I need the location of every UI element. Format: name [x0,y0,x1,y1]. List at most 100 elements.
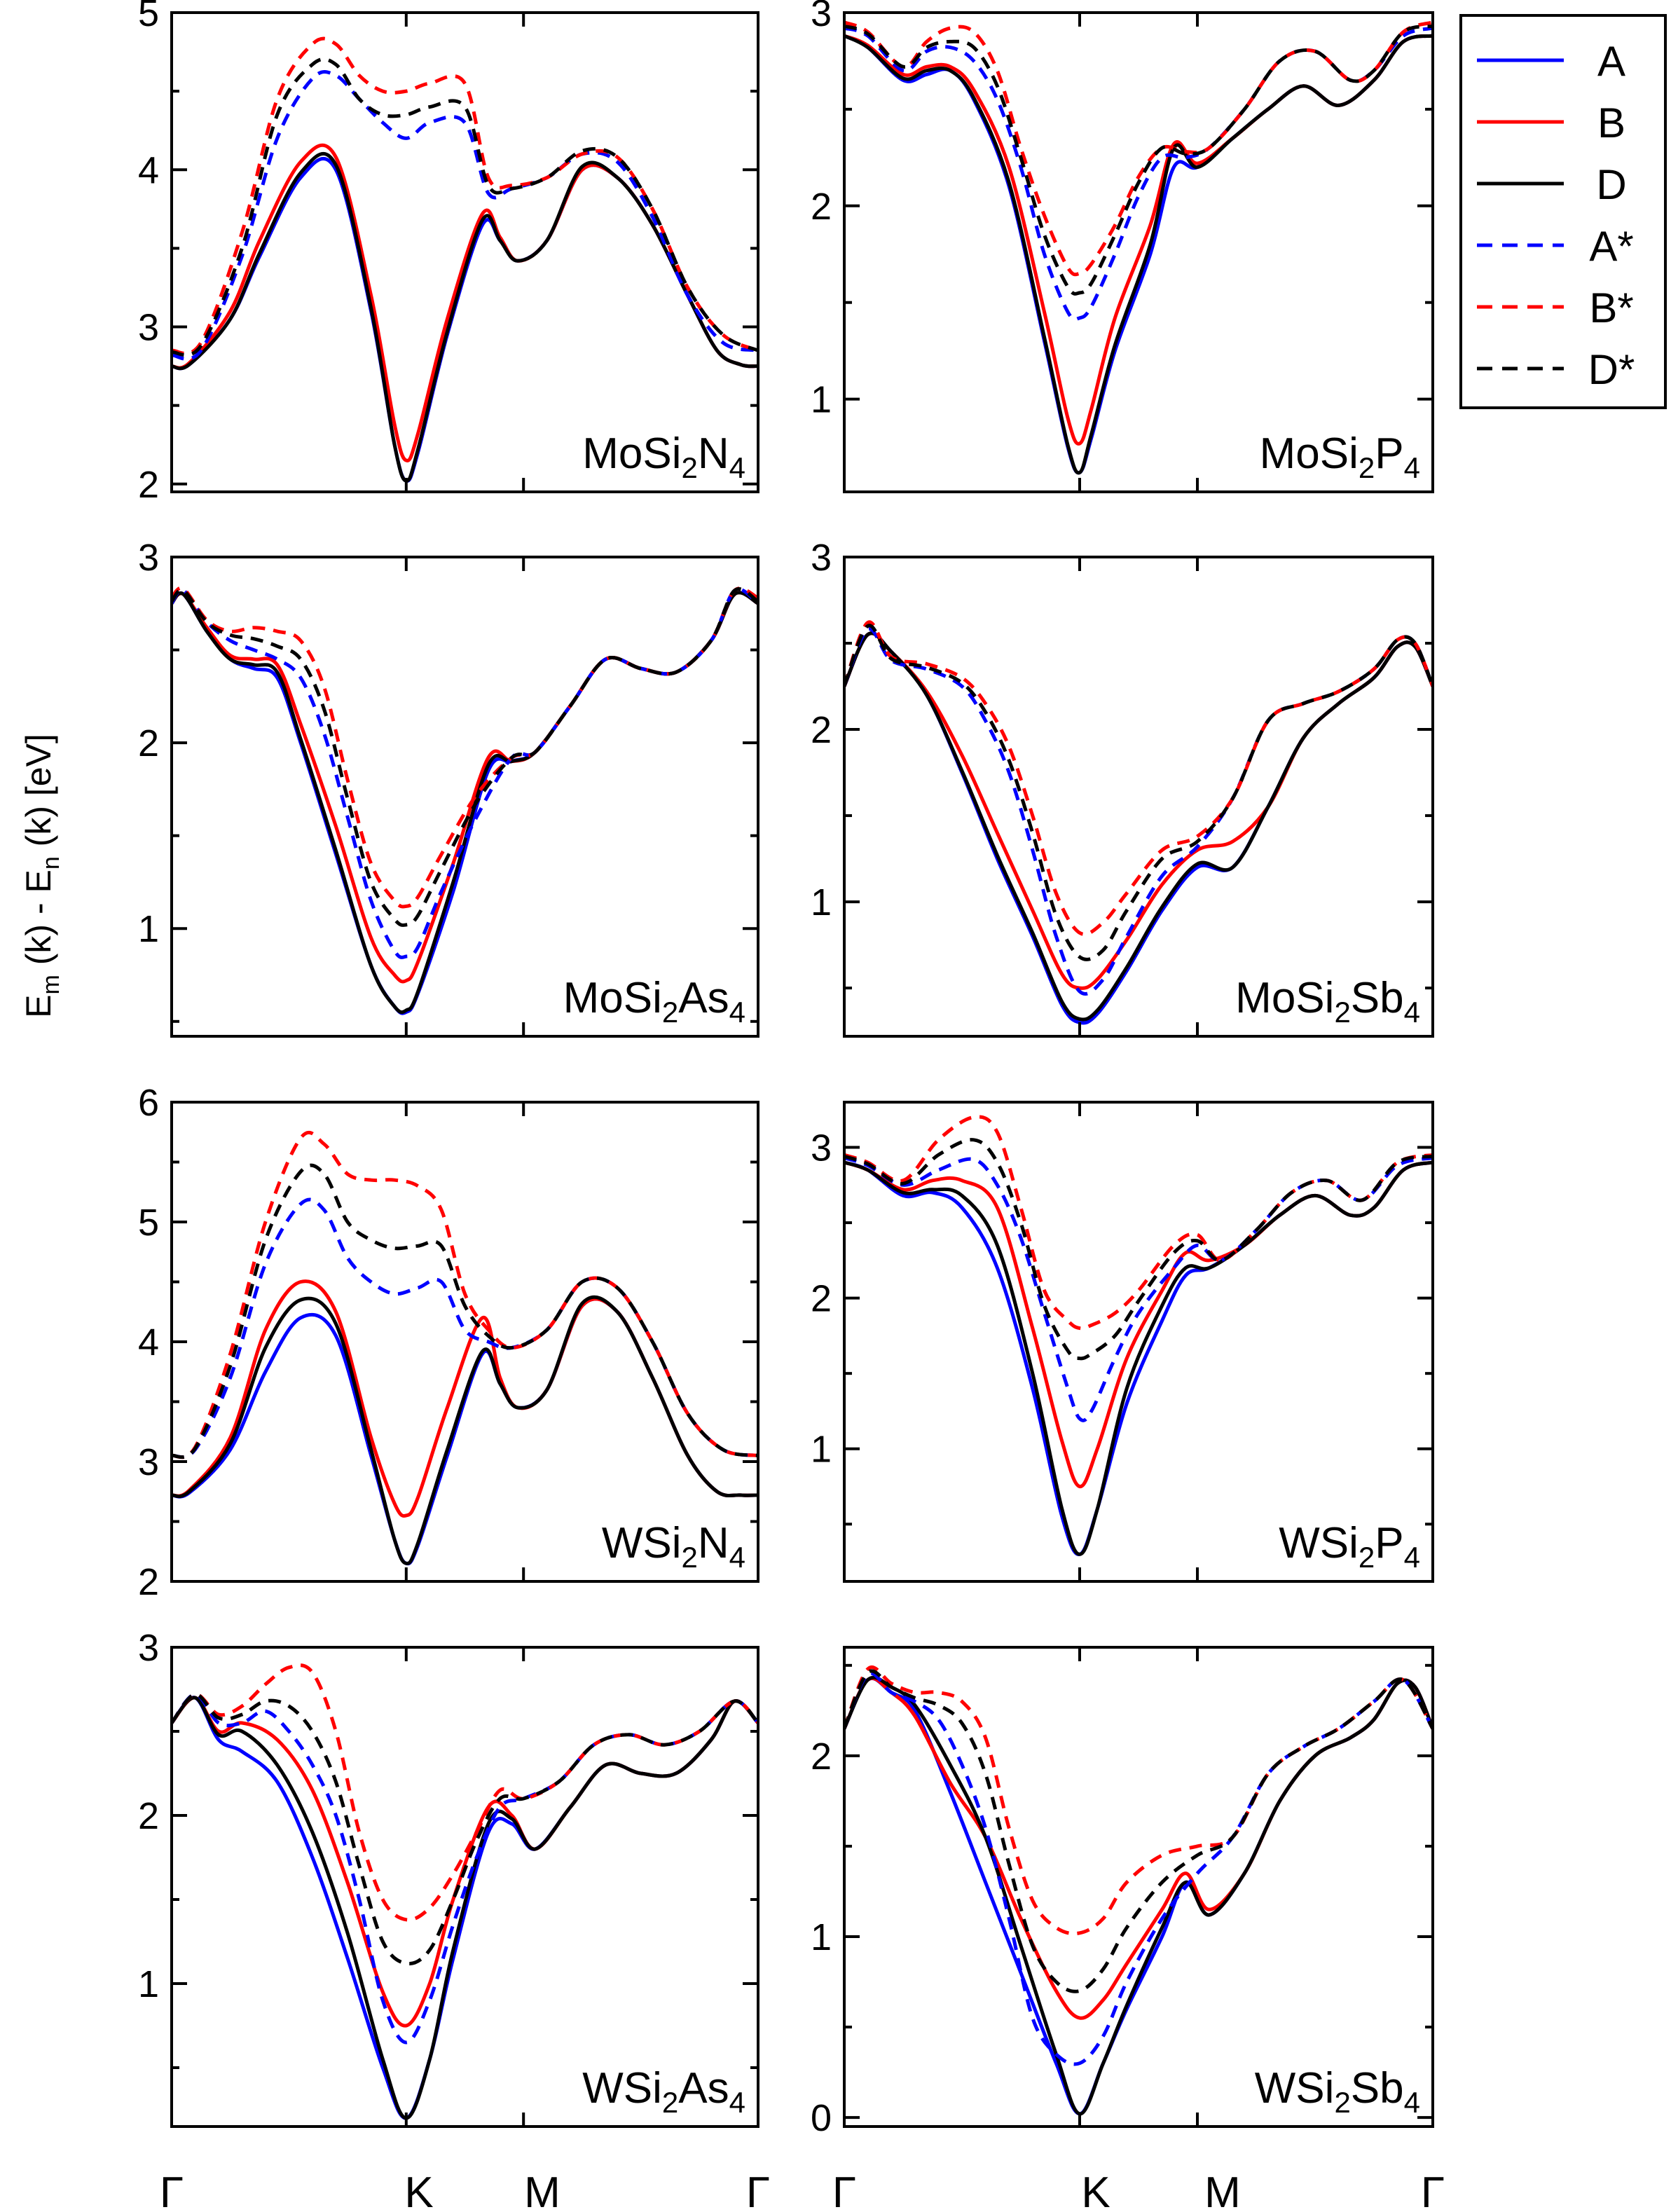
xtick-k-left: K [404,2169,433,2212]
series-a-star-mosi2n4 [172,70,758,361]
xtick-gamma-left-1: Γ [160,2169,184,2212]
panel-label-part-1-wsi2as4: 2 [662,2086,678,2119]
series-b-wsi2sb4 [844,1676,1433,2020]
series-b-mosi2as4 [172,591,758,984]
ytick-label-4-wsi2n4: 4 [138,1321,159,1363]
xtick-m-right: M [1204,2169,1241,2212]
ytick-label-3-mosi2as4: 3 [138,537,159,579]
panel-label-part-1-wsi2p4: 2 [1359,1541,1375,1574]
legend-label-b: B [1597,99,1625,146]
legend-frame [1459,14,1667,409]
panel-label-part-0-mosi2p4: MoSi [1260,430,1359,478]
xtick-gamma-right-2: Γ [1421,2169,1445,2212]
curves-mosi2sb4 [844,620,1433,1025]
ytick-label-1-wsi2p4: 1 [811,1429,832,1471]
series-d-star-mosi2p4 [844,24,1433,296]
ytick-label-2-mosi2p4: 2 [811,186,832,228]
series-d-star-wsi2n4 [172,1163,758,1459]
ytick-label-1-mosi2p4: 1 [811,379,832,421]
xtick-gamma-left-2: Γ [746,2169,770,2212]
curves-wsi2sb4 [844,1665,1433,2116]
panel-label-part-1-mosi2p4: 2 [1359,451,1375,484]
panel-mosi2p4: 1 2 3 MoSi2P4 [811,0,1434,493]
panel-label-wsi2sb4: WSi2Sb4 [1255,2064,1420,2119]
frame-wsi2p4 [843,1101,1434,1583]
ytick-label-2-wsi2as4: 2 [138,1795,159,1837]
ytick-label-2-wsi2sb4: 2 [811,1736,832,1778]
panel-label-part-3-mosi2as4: 4 [729,996,745,1029]
curves-wsi2as4 [172,1663,758,2120]
series-a-star-mosi2as4 [172,587,758,959]
panel-label-part-3-wsi2p4: 4 [1404,1541,1420,1574]
panel-label-part-0-wsi2p4: WSi [1279,1519,1359,1567]
panel-label-part-2-mosi2sb4: Sb [1351,974,1404,1022]
ytick-label-3-mosi2sb4: 3 [811,537,832,579]
panel-label-mosi2sb4: MoSi2Sb4 [1235,974,1420,1029]
panel-label-wsi2p4: WSi2P4 [1279,1519,1420,1574]
x-tick-labels: Γ K M Γ Γ K M Γ [160,2169,1445,2212]
panel-label-part-1-mosi2as4: 2 [662,996,678,1029]
xtick-k-right: K [1081,2169,1110,2212]
ytick-label-0-wsi2sb4: 0 [811,2097,832,2139]
panel-label-part-1-wsi2sb4: 2 [1334,2086,1350,2119]
ytick-label-1-wsi2sb4: 1 [811,1916,832,1958]
ytick-label-5-mosi2n4: 5 [138,0,159,34]
ytick-label-3-wsi2n4: 3 [138,1441,159,1483]
ytick-label-2-wsi2p4: 2 [811,1278,832,1320]
frame-mosi2p4 [843,11,1434,493]
panel-label-part-0-wsi2n4: WSi [602,1519,682,1567]
series-d-wsi2p4 [844,1160,1433,1556]
panel-label-wsi2n4: WSi2N4 [602,1519,745,1574]
panel-label-part-0-wsi2as4: WSi [582,2064,662,2113]
series-d-star-mosi2sb4 [844,624,1433,961]
ylabel-sub-n: n [38,856,64,870]
series-a-star-mosi2sb4 [844,627,1433,996]
ylabel-middle: (k) - E [19,870,58,975]
ylabel-sub-m: m [38,975,64,994]
series-b-star-wsi2as4 [172,1663,758,1922]
panel-label-part-2-wsi2as4: As [678,2064,729,2113]
frame-mosi2as4 [170,556,759,1038]
series-d-wsi2as4 [172,1696,758,2120]
legend-items: ABD A* B* D* [1477,38,1635,393]
series-d-mosi2p4 [844,34,1433,475]
panel-label-part-0-wsi2sb4: WSi [1255,2064,1335,2113]
legend-label-d: D [1596,161,1626,208]
panel-label-part-0-mosi2sb4: MoSi [1235,974,1334,1022]
curves-wsi2p4 [844,1115,1433,1556]
ytick-label-2-mosi2sb4: 2 [811,709,832,751]
curves-mosi2as4 [172,586,758,1015]
legend-label-d-star: D* [1588,346,1635,393]
series-b-mosi2p4 [844,34,1433,446]
panel-label-part-3-wsi2n4: 4 [729,1541,745,1574]
panel-label-mosi2p4: MoSi2P4 [1260,430,1420,484]
panel-label-part-1-wsi2n4: 2 [682,1541,698,1574]
ytick-label-4-mosi2n4: 4 [138,149,159,191]
series-d-star-wsi2as4 [172,1692,758,1966]
ytick-label-2-wsi2n4: 2 [138,1561,159,1603]
xtick-gamma-right-1: Γ [832,2169,856,2212]
panel-label-mosi2n4: MoSi2N4 [582,430,745,484]
ytick-label-3-wsi2p4: 3 [811,1127,832,1169]
ytick-label-5-wsi2n4: 5 [138,1202,159,1244]
legend: ABD A* B* D* [1459,14,1667,409]
panel-label-part-2-mosi2n4: N [698,430,729,478]
frame-mosi2sb4 [843,556,1434,1038]
panel-label-part-3-mosi2sb4: 4 [1404,996,1420,1029]
ytick-label-3-wsi2as4: 3 [138,1627,159,1669]
series-b-star-mosi2sb4 [844,620,1433,936]
ytick-label-3-mosi2p4: 3 [811,0,832,34]
panel-label-wsi2as4: WSi2As4 [582,2064,745,2119]
panel-wsi2p4: 1 2 3 WSi2P4 [811,1101,1434,1583]
series-d-star-mosi2n4 [172,57,758,357]
panel-label-part-0-mosi2n4: MoSi [582,430,681,478]
frame-wsi2as4 [170,1646,759,2128]
y-axis-label: Em (k) - En (k) [eV] [19,734,64,1018]
panel-label-part-1-mosi2n4: 2 [682,451,698,484]
svg-text:Em (k) - En (k) [eV]: Em (k) - En (k) [eV] [19,734,64,1018]
frame-mosi2n4 [170,11,759,493]
series-b-star-mosi2p4 [844,20,1433,277]
